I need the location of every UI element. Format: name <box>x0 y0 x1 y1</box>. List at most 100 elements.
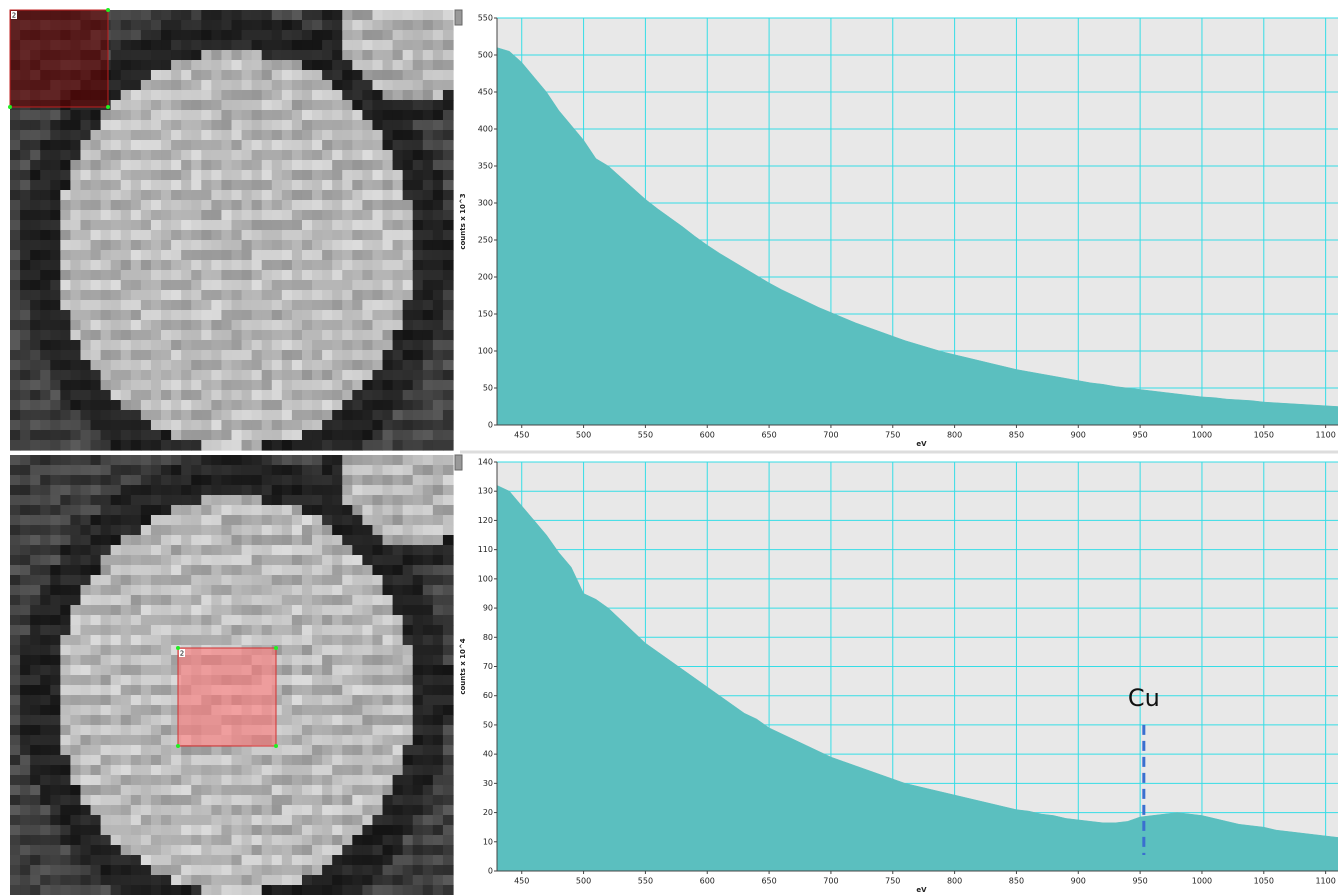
handle[interactable] <box>274 646 278 650</box>
image-pixel <box>282 705 293 716</box>
image-pixel <box>393 655 404 666</box>
image-pixel <box>383 60 394 71</box>
image-pixel <box>312 845 323 856</box>
handle[interactable] <box>106 8 110 12</box>
image-pixel <box>403 240 414 251</box>
scroll-handle[interactable] <box>455 10 462 25</box>
roi[interactable] <box>178 648 276 746</box>
image-pixel <box>352 855 363 866</box>
image-pixel <box>342 400 353 411</box>
image-pixel <box>50 815 61 826</box>
handle[interactable] <box>176 744 180 748</box>
image-pixel <box>50 825 61 836</box>
image-pixel <box>322 645 333 656</box>
image-pixel <box>443 350 454 361</box>
image-pixel <box>322 300 333 311</box>
image-pixel <box>221 210 232 221</box>
image-pixel <box>211 300 222 311</box>
image-pixel <box>342 420 353 431</box>
image-pixel <box>393 50 404 61</box>
image-pixel <box>282 330 293 341</box>
image-pixel <box>111 845 122 856</box>
image-pixel <box>383 190 394 201</box>
image-pixel <box>272 875 283 886</box>
image-pixel <box>101 440 112 451</box>
image-pixel <box>50 220 61 231</box>
image-pixel <box>40 635 51 646</box>
image-pixel <box>50 475 61 486</box>
image-pixel <box>232 200 243 211</box>
image-pixel <box>292 210 303 221</box>
image-pixel <box>282 140 293 151</box>
handle[interactable] <box>274 744 278 748</box>
image-pixel <box>131 875 142 886</box>
image-pixel <box>111 130 122 141</box>
image-pixel <box>413 695 424 706</box>
image-pixel <box>413 350 424 361</box>
image-pixel <box>30 705 41 716</box>
image-pixel <box>423 845 434 856</box>
image-pixel <box>80 755 91 766</box>
image-pixel <box>181 200 192 211</box>
image-pixel <box>211 515 222 526</box>
image-pixel <box>423 725 434 736</box>
image-pixel <box>352 625 363 636</box>
image-pixel <box>161 775 172 786</box>
image-pixel <box>211 845 222 856</box>
image-pixel <box>10 575 21 586</box>
image-pixel <box>372 505 383 516</box>
image-pixel <box>312 735 323 746</box>
y-tick-label: 70 <box>483 662 493 671</box>
image-pixel <box>10 180 21 191</box>
image-pixel <box>312 755 323 766</box>
image-pixel <box>211 80 222 91</box>
x-tick-label: 650 <box>761 877 776 886</box>
image-pixel <box>70 705 81 716</box>
image-pixel <box>30 250 41 261</box>
image-pixel <box>403 825 414 836</box>
image-pixel <box>40 675 51 686</box>
image-pixel <box>302 440 313 451</box>
image-pixel <box>30 400 41 411</box>
image-pixel <box>10 545 21 556</box>
handle[interactable] <box>8 105 12 109</box>
image-pixel <box>111 290 122 301</box>
image-pixel <box>272 635 283 646</box>
image-pixel <box>433 525 444 536</box>
handle[interactable] <box>176 646 180 650</box>
image-pixel <box>423 90 434 101</box>
image-pixel <box>131 180 142 191</box>
image-pixel <box>80 715 91 726</box>
image-pixel <box>60 340 71 351</box>
image-pixel <box>221 370 232 381</box>
image-pixel <box>70 350 81 361</box>
image-pixel <box>362 455 373 466</box>
image-pixel <box>403 865 414 876</box>
image-pixel <box>332 785 343 796</box>
image-pixel <box>252 60 263 71</box>
image-pixel <box>413 110 424 121</box>
image-pixel <box>201 100 212 111</box>
image-pixel <box>232 535 243 546</box>
image-pixel <box>181 825 192 836</box>
scroll-handle[interactable] <box>455 455 462 470</box>
image-pixel <box>191 430 202 441</box>
image-pixel <box>302 635 313 646</box>
image-pixel <box>242 440 253 451</box>
image-pixel <box>141 160 152 171</box>
image-pixel <box>20 765 31 776</box>
roi[interactable] <box>10 10 108 107</box>
image-pixel <box>141 390 152 401</box>
image-pixel <box>60 130 71 141</box>
handle[interactable] <box>106 105 110 109</box>
image-pixel <box>403 340 414 351</box>
image-pixel <box>413 515 424 526</box>
image-pixel <box>171 310 182 321</box>
image-pixel <box>221 615 232 626</box>
image-pixel <box>50 420 61 431</box>
image-pixel <box>312 150 323 161</box>
image-pixel <box>332 465 343 476</box>
image-pixel <box>262 835 273 846</box>
image-pixel <box>171 430 182 441</box>
image-pixel <box>91 735 102 746</box>
